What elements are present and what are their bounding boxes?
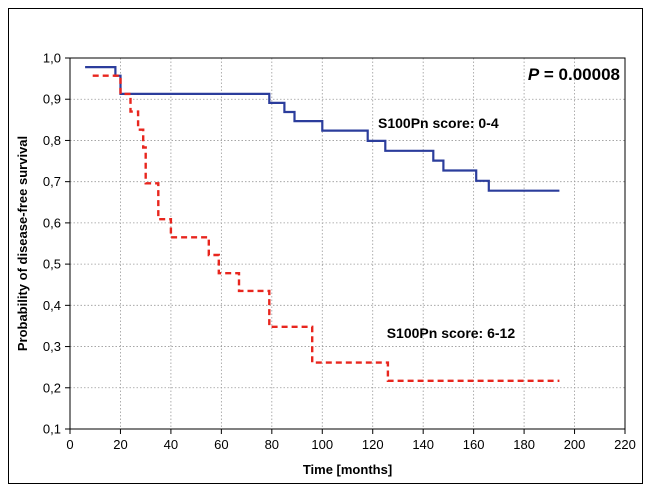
y-tick-label: 0,7 — [43, 174, 61, 189]
plot-area-border — [69, 57, 626, 430]
y-tick-label: 0,5 — [43, 257, 61, 272]
x-tick-label: 80 — [265, 437, 279, 452]
y-tick-label: 0,2 — [43, 380, 61, 395]
y-tick-label: 1,0 — [43, 51, 61, 66]
x-tick-label: 60 — [214, 437, 228, 452]
x-tick-label: 0 — [66, 437, 73, 452]
x-tick-label: 100 — [311, 437, 333, 452]
x-axis-label: Time [months] — [303, 462, 392, 477]
x-tick-label: 160 — [463, 437, 485, 452]
x-tick-label: 20 — [113, 437, 127, 452]
axis-ticks: 0 20 40 60 80 100 120 140 160 180 200 220 0,1 0,2 0,3 0… — [43, 51, 636, 453]
annotation-low-score: S100Pn score: 0-4 — [378, 115, 499, 131]
y-tick-label: 0,3 — [43, 339, 61, 354]
grid — [70, 57, 625, 429]
p-value-text: = 0.00008 — [539, 65, 620, 84]
x-tick-label: 200 — [564, 437, 586, 452]
series-line-high-score — [92, 74, 560, 382]
series-line-low-score — [85, 66, 560, 192]
y-tick-label: 0,4 — [43, 298, 61, 313]
y-tick-label: 0,8 — [43, 133, 61, 148]
x-tick-label: 180 — [513, 437, 535, 452]
y-axis-label: Probability of disease-free survival — [15, 136, 30, 351]
x-tick-label: 140 — [412, 437, 434, 452]
y-tick-label: 0,9 — [43, 92, 61, 107]
p-value-symbol: P — [528, 65, 540, 84]
p-value-label: P = 0.00008 — [528, 65, 620, 84]
x-tick-label: 40 — [164, 437, 178, 452]
annotation-high-score: S100Pn score: 6-12 — [387, 325, 516, 341]
chart-frame — [8, 8, 643, 484]
y-tick-label: 0,1 — [43, 422, 61, 437]
x-tick-label: 220 — [614, 437, 636, 452]
y-tick-label: 0,6 — [43, 215, 61, 230]
series-lines — [85, 66, 560, 382]
x-tick-label: 120 — [362, 437, 384, 452]
